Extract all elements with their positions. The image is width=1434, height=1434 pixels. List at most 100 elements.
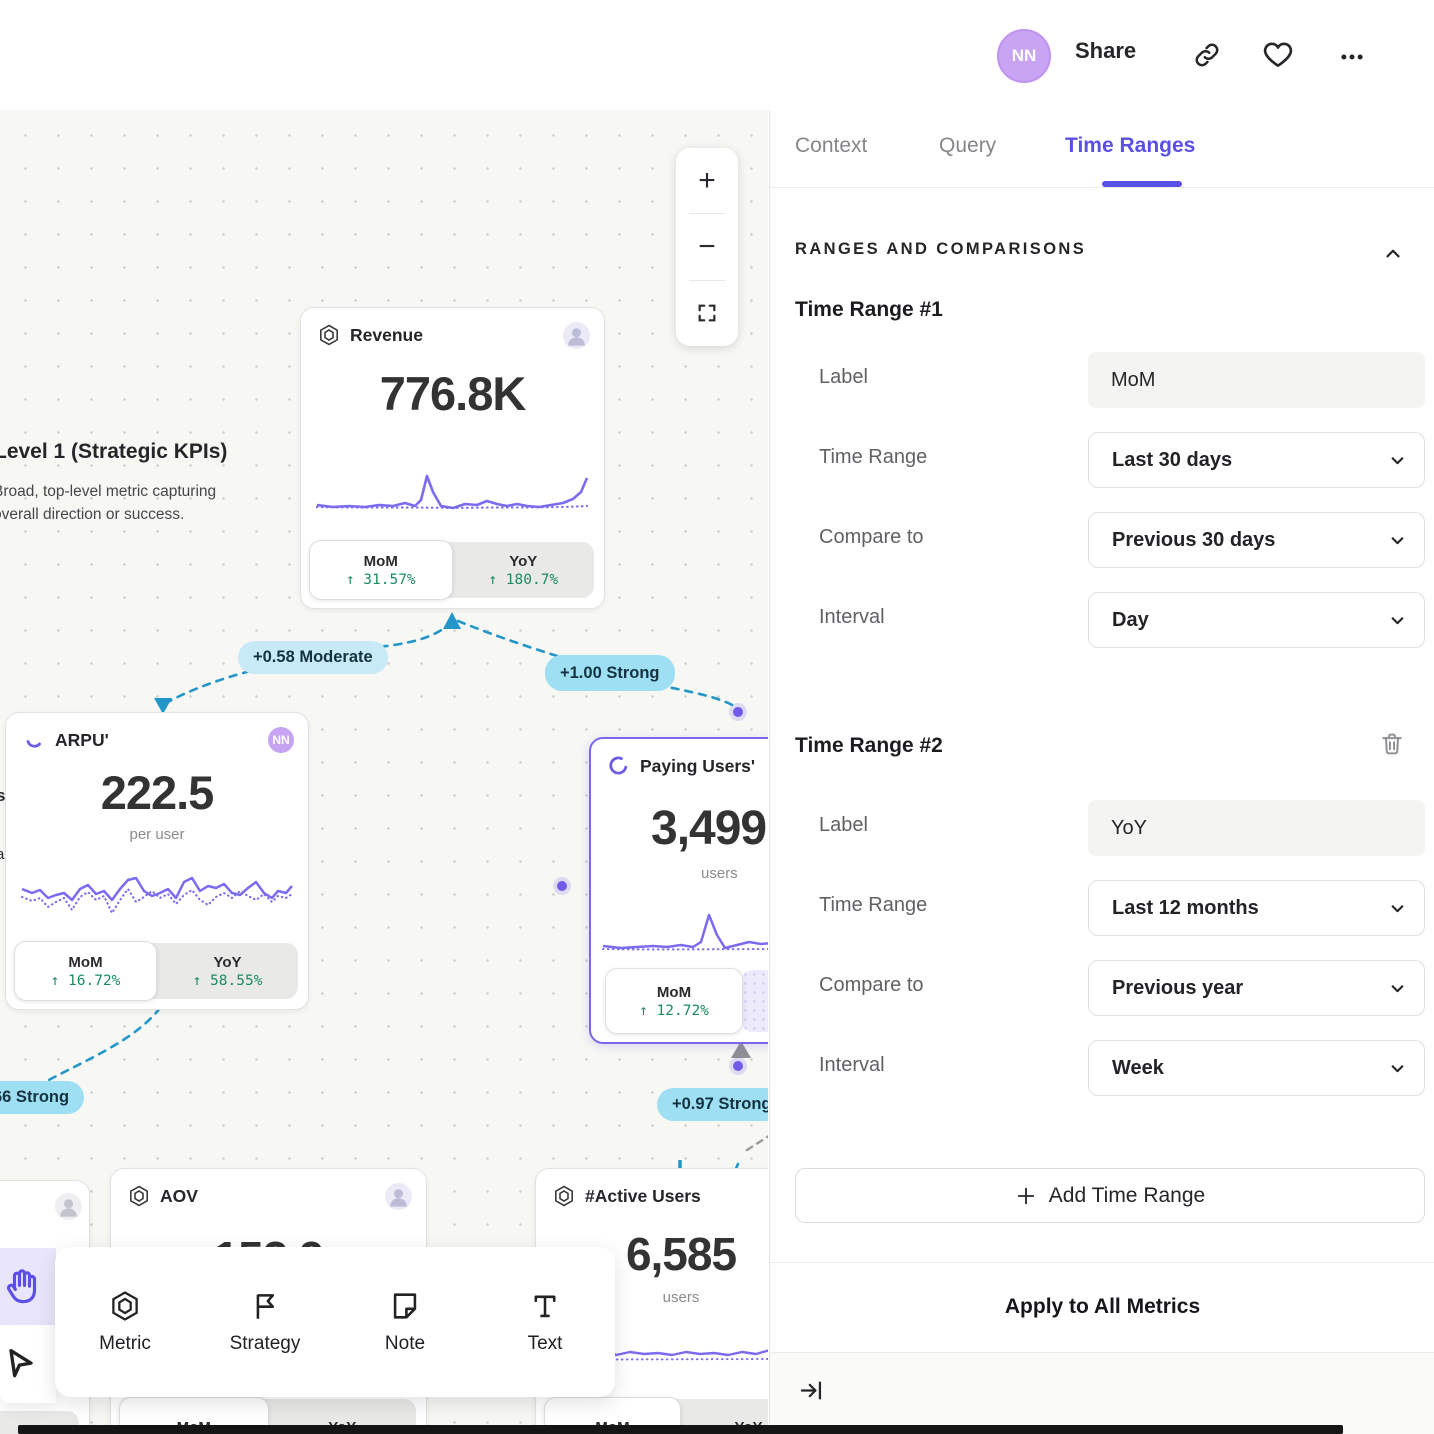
chevron-up-icon xyxy=(1386,249,1400,258)
sparkline xyxy=(20,876,294,915)
yoy-label: YoY xyxy=(509,552,538,570)
field-label: Compare to xyxy=(819,526,924,548)
metric-hexagon-icon xyxy=(129,1185,149,1207)
comparison-toggle: MoM ↑ 16.72% YoY ↑ 58.55% xyxy=(14,941,298,1001)
edge-label-active-paying[interactable]: +0.97 Strong xyxy=(657,1088,768,1121)
metric-value: 3,499 xyxy=(651,802,767,855)
select-value: Day xyxy=(1112,608,1149,631)
label-input[interactable]: YoY xyxy=(1088,800,1425,856)
interval-select[interactable]: Week xyxy=(1088,1040,1425,1096)
divider xyxy=(770,1262,1434,1263)
edge-label-arpu-left[interactable]: 66 Strong xyxy=(0,1081,85,1114)
metric-hexagon-icon xyxy=(554,1185,574,1207)
compare-to-row: Compare to Previous year xyxy=(795,960,1425,1016)
fit-view-icon xyxy=(698,304,716,322)
metric-title: ARPU' xyxy=(55,729,109,750)
owner-avatar-icon xyxy=(563,321,590,349)
more-options-button[interactable] xyxy=(1335,40,1369,74)
field-label: Time Range xyxy=(819,446,928,468)
add-note-button[interactable]: Note xyxy=(335,1247,475,1397)
add-text-button[interactable]: Text xyxy=(475,1247,615,1397)
time-range-select[interactable]: Last 30 days xyxy=(1088,432,1425,488)
fit-view-button[interactable] xyxy=(676,281,738,346)
chevron-down-icon xyxy=(1391,1064,1404,1072)
label-row: Label MoM xyxy=(795,352,1425,408)
sparkline xyxy=(601,913,768,951)
yoy-segment-tinted[interactable] xyxy=(741,970,768,1032)
mom-segment[interactable]: MoM ↑ 12.72% xyxy=(605,968,743,1034)
metric-unit: per user xyxy=(129,826,185,843)
label-input[interactable]: MoM xyxy=(1088,352,1425,408)
field-label: Compare to xyxy=(819,974,924,996)
interval-select[interactable]: Day xyxy=(1088,592,1425,648)
trash-icon xyxy=(1382,733,1402,755)
chevron-down-icon xyxy=(1391,904,1404,912)
mom-value: ↑ 16.72% xyxy=(50,972,121,989)
select-tool-button[interactable] xyxy=(0,1325,56,1403)
add-strategy-button[interactable]: Strategy xyxy=(195,1247,335,1397)
zoom-out-button[interactable]: − xyxy=(698,230,716,263)
tool-label: Text xyxy=(527,1333,563,1354)
heart-icon xyxy=(1263,42,1293,67)
favorite-button[interactable] xyxy=(1261,38,1295,72)
metric-title: Paying Users' xyxy=(640,755,756,776)
select-value: Previous 30 days xyxy=(1112,528,1276,551)
tool-label: Metric xyxy=(99,1333,151,1354)
mom-label: MoM xyxy=(363,552,398,570)
select-value: Last 30 days xyxy=(1112,448,1233,471)
divider xyxy=(689,213,725,215)
copy-link-button[interactable] xyxy=(1190,38,1224,72)
hand-icon xyxy=(6,1268,37,1303)
delete-time-range-button[interactable] xyxy=(1378,730,1406,758)
select-value: Last 12 months xyxy=(1112,896,1259,919)
edge-label-revenue-paying[interactable]: +1.00 Strong xyxy=(545,655,675,691)
share-button[interactable]: Share xyxy=(1075,38,1137,63)
panel-footer xyxy=(770,1352,1434,1434)
metric-tree-canvas[interactable]: Level 1 (Strategic KPIs) Broad, top-leve… xyxy=(0,110,768,1434)
metric-card-paying-users[interactable]: Paying Users' 3,499 users MoM ↑ 12.72% xyxy=(589,737,768,1044)
tab-query[interactable]: Query xyxy=(939,134,997,157)
compare-to-select[interactable]: Previous 30 days xyxy=(1088,512,1425,568)
user-avatar[interactable]: NN xyxy=(997,29,1051,83)
yoy-value: ↑ 58.55% xyxy=(192,972,263,989)
metric-hexagon-icon xyxy=(319,324,339,346)
metric-card-revenue[interactable]: Revenue 776.8K MoM ↑ 31.57% YoY ↑ 180.7% xyxy=(300,307,605,609)
collapse-section-button[interactable] xyxy=(1382,243,1404,265)
link-icon xyxy=(1195,43,1219,67)
compare-to-select[interactable]: Previous year xyxy=(1088,960,1425,1016)
yoy-value: ↑ 180.7% xyxy=(488,571,559,588)
cursor-icon xyxy=(9,1349,33,1378)
yoy-segment[interactable]: YoY ↑ 58.55% xyxy=(157,943,298,999)
add-metric-button[interactable]: Metric xyxy=(55,1247,195,1397)
tab-time-ranges[interactable]: Time Ranges xyxy=(1065,134,1196,157)
metric-card-arpu[interactable]: ARPU' NN 222.5 per user MoM ↑ 16.72% YoY… xyxy=(5,712,309,1010)
divider xyxy=(689,279,725,281)
edge-label-revenue-arpu[interactable]: +0.58 Moderate xyxy=(238,641,388,674)
time-range-2-title: Time Range #2 xyxy=(795,734,943,757)
group-label-title: Level 1 (Strategic KPIs) xyxy=(0,440,228,463)
apply-all-metrics-button[interactable]: Apply to All Metrics xyxy=(1004,1295,1201,1318)
chevron-down-icon xyxy=(1391,536,1404,544)
time-range-select[interactable]: Last 12 months xyxy=(1088,880,1425,936)
mom-segment[interactable]: MoM ↑ 31.57% xyxy=(309,540,453,600)
add-time-range-button[interactable]: Add Time Range xyxy=(795,1168,1425,1223)
yoy-segment[interactable]: YoY ↑ 180.7% xyxy=(453,542,595,598)
top-bar: NN Share xyxy=(0,0,1434,110)
panel-tabs: Context Query Time Ranges xyxy=(770,110,1434,188)
mom-value: ↑ 12.72% xyxy=(639,1002,709,1019)
pan-tool-button[interactable] xyxy=(0,1248,56,1325)
field-label: Label xyxy=(819,814,868,836)
mom-label: MoM xyxy=(656,983,692,1001)
tab-context[interactable]: Context xyxy=(795,134,868,157)
mom-segment[interactable]: MoM ↑ 16.72% xyxy=(14,941,157,1001)
metric-value: 776.8K xyxy=(379,367,527,420)
zoom-in-button[interactable]: + xyxy=(698,163,716,197)
collapse-panel-button[interactable] xyxy=(798,1377,825,1404)
window-bottom-edge xyxy=(18,1425,1343,1434)
clipped-text-fragment: a xyxy=(0,846,5,863)
time-range-row: Time Range Last 12 months xyxy=(795,880,1425,936)
mom-value: ↑ 31.57% xyxy=(345,571,416,588)
metric-unit: users xyxy=(662,1289,700,1306)
time-range-1-title: Time Range #1 xyxy=(795,298,943,321)
